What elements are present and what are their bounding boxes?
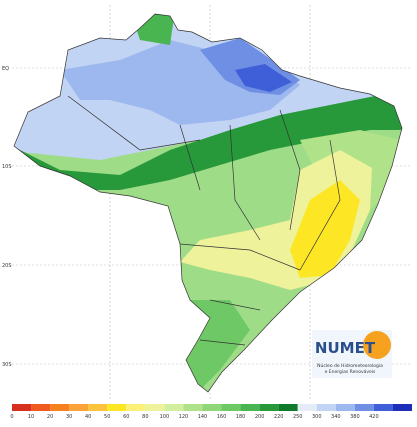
latitude-label: 20S [2,263,12,269]
colorbar-label: 20 [47,414,53,420]
colorbar-swatch [240,404,260,411]
colorbar-swatch [50,404,70,411]
colorbar-label: 250 [293,414,303,420]
latitude-label: 30S [2,362,12,368]
colorbar-swatch [259,404,279,411]
latitude-label: 10S [2,164,12,170]
colorbar-label: 340 [331,414,341,420]
colorbar-label: 60 [123,414,129,420]
colorbar-label: 30 [66,414,72,420]
colorbar-swatch [88,404,108,411]
colorbar-label: 0 [10,414,13,420]
colorbar-swatch [12,404,32,411]
colorbar-label: 300 [312,414,322,420]
colorbar-swatch [126,404,146,411]
colorbar-label: 50 [104,414,110,420]
colorbar-label: 160 [217,414,227,420]
colorbar-swatch [354,404,374,411]
colorbar-label: 10 [28,414,34,420]
colorbar: 0 10 20 30 40 50 60 80 100 120 140 160 180 200 220 250 3… [10,404,412,420]
colorbar-swatch [107,404,127,411]
colorbar-swatch [392,404,412,411]
colorbar-label: 200 [255,414,265,420]
colorbar-swatch [164,404,184,411]
colorbar-label: 120 [179,414,189,420]
colorbar-label: 100 [160,414,170,420]
colorbar-swatch [335,404,355,411]
logo: NUMET Núcleo de Hidrometeorologia e Ener… [312,330,392,378]
colorbar-label: 420 [369,414,379,420]
logo-subtitle: Núcleo de Hidrometeorologia [317,362,383,369]
colorbar-swatch [31,404,51,411]
colorbar-swatch [145,404,165,411]
colorbar-swatch [373,404,393,411]
state-borders [67,95,341,346]
colorbar-label: 80 [142,414,148,420]
colorbar-swatch [202,404,222,411]
colorbar-label: 40 [85,414,91,420]
colorbar-swatch [316,404,336,411]
logo-subtitle: e Energias Renováveis [325,368,376,375]
colorbar-swatch [297,404,317,411]
colorbar-swatch [183,404,203,411]
colorbar-swatch [69,404,89,411]
latitude-labels: EQ 10S 20S 30S [2,66,12,368]
colorbar-label: 140 [198,414,208,420]
colorbar-swatch [278,404,298,411]
colorbar-label: 220 [274,414,284,420]
colorbar-swatch [221,404,241,411]
logo-title: NUMET [315,339,376,357]
colorbar-label: 380 [350,414,360,420]
colorbar-label: 180 [236,414,246,420]
latitude-label: EQ [2,66,9,72]
